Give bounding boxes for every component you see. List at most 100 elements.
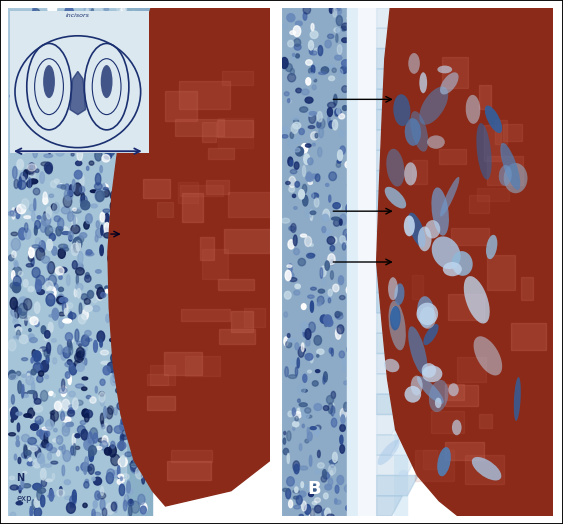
Ellipse shape xyxy=(301,482,303,488)
Ellipse shape xyxy=(367,192,370,196)
Ellipse shape xyxy=(378,440,400,465)
Ellipse shape xyxy=(28,178,31,188)
Ellipse shape xyxy=(29,458,32,461)
Ellipse shape xyxy=(341,415,345,424)
Ellipse shape xyxy=(108,86,116,90)
Ellipse shape xyxy=(132,430,136,434)
Ellipse shape xyxy=(338,276,343,285)
Ellipse shape xyxy=(293,428,295,431)
Ellipse shape xyxy=(312,193,319,199)
Ellipse shape xyxy=(24,299,32,310)
Ellipse shape xyxy=(364,212,371,217)
Ellipse shape xyxy=(141,474,146,478)
Ellipse shape xyxy=(46,443,52,451)
Ellipse shape xyxy=(113,374,121,383)
Ellipse shape xyxy=(56,147,64,156)
Ellipse shape xyxy=(100,350,109,355)
Ellipse shape xyxy=(61,379,65,391)
Ellipse shape xyxy=(81,429,88,440)
Ellipse shape xyxy=(354,113,356,120)
Ellipse shape xyxy=(10,485,19,490)
Ellipse shape xyxy=(121,455,124,466)
Ellipse shape xyxy=(83,409,87,412)
Ellipse shape xyxy=(325,319,333,326)
Ellipse shape xyxy=(127,297,131,303)
Ellipse shape xyxy=(61,78,66,86)
Ellipse shape xyxy=(103,366,110,375)
Ellipse shape xyxy=(121,419,124,424)
Ellipse shape xyxy=(340,445,345,453)
Ellipse shape xyxy=(127,162,129,165)
Ellipse shape xyxy=(379,64,383,71)
Ellipse shape xyxy=(60,184,62,187)
Ellipse shape xyxy=(323,376,325,384)
Ellipse shape xyxy=(44,442,50,449)
Ellipse shape xyxy=(23,38,31,42)
Ellipse shape xyxy=(45,431,50,436)
Ellipse shape xyxy=(383,302,390,311)
Ellipse shape xyxy=(345,161,352,168)
Ellipse shape xyxy=(69,363,77,375)
Ellipse shape xyxy=(21,386,24,398)
Ellipse shape xyxy=(311,287,316,290)
Ellipse shape xyxy=(288,73,296,82)
Ellipse shape xyxy=(309,192,314,200)
Ellipse shape xyxy=(101,184,108,190)
Ellipse shape xyxy=(325,296,328,301)
Ellipse shape xyxy=(119,441,124,451)
Ellipse shape xyxy=(330,260,334,265)
Ellipse shape xyxy=(425,220,440,238)
Ellipse shape xyxy=(12,42,17,48)
Ellipse shape xyxy=(311,66,315,73)
Ellipse shape xyxy=(294,39,301,47)
Ellipse shape xyxy=(335,108,341,116)
Ellipse shape xyxy=(370,430,373,436)
Ellipse shape xyxy=(330,246,334,251)
Ellipse shape xyxy=(288,411,293,417)
Bar xyxy=(358,8,393,516)
Ellipse shape xyxy=(136,52,145,60)
Ellipse shape xyxy=(75,329,79,342)
Ellipse shape xyxy=(115,388,122,393)
Ellipse shape xyxy=(22,315,31,320)
Ellipse shape xyxy=(102,435,108,445)
Ellipse shape xyxy=(53,358,57,364)
Ellipse shape xyxy=(84,298,90,304)
Ellipse shape xyxy=(384,331,387,334)
Ellipse shape xyxy=(134,107,142,114)
Ellipse shape xyxy=(34,52,41,54)
Ellipse shape xyxy=(328,65,334,69)
Ellipse shape xyxy=(411,376,423,396)
Ellipse shape xyxy=(92,111,95,122)
Ellipse shape xyxy=(338,150,342,161)
Ellipse shape xyxy=(130,403,136,413)
Ellipse shape xyxy=(336,27,341,34)
Ellipse shape xyxy=(65,362,73,367)
Ellipse shape xyxy=(77,52,84,55)
Ellipse shape xyxy=(340,408,346,419)
Ellipse shape xyxy=(79,186,85,193)
Ellipse shape xyxy=(66,57,69,60)
Ellipse shape xyxy=(324,372,327,382)
Ellipse shape xyxy=(389,464,392,472)
Ellipse shape xyxy=(311,132,318,140)
Ellipse shape xyxy=(351,390,356,394)
Ellipse shape xyxy=(64,19,70,31)
Ellipse shape xyxy=(285,270,291,281)
Ellipse shape xyxy=(10,211,14,215)
Ellipse shape xyxy=(324,493,328,499)
Ellipse shape xyxy=(302,389,307,392)
Ellipse shape xyxy=(365,283,370,288)
Ellipse shape xyxy=(48,143,51,154)
Ellipse shape xyxy=(137,100,145,107)
Polygon shape xyxy=(469,195,489,213)
Ellipse shape xyxy=(64,247,69,251)
Ellipse shape xyxy=(111,113,114,120)
Ellipse shape xyxy=(88,116,96,126)
Ellipse shape xyxy=(10,512,16,518)
Polygon shape xyxy=(487,255,515,290)
Ellipse shape xyxy=(315,471,320,474)
Ellipse shape xyxy=(301,304,306,310)
Ellipse shape xyxy=(315,425,321,430)
Ellipse shape xyxy=(288,157,293,166)
